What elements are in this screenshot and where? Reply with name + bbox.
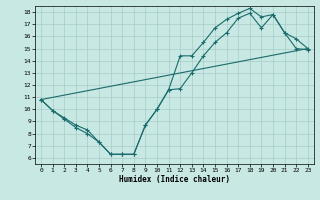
X-axis label: Humidex (Indice chaleur): Humidex (Indice chaleur) (119, 175, 230, 184)
